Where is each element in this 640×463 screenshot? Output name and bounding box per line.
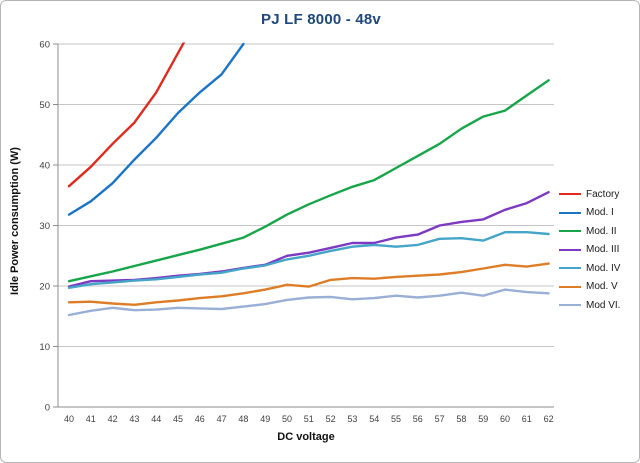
- x-tick-label: 47: [217, 414, 227, 424]
- legend-line-swatch: [559, 267, 581, 270]
- y-tick-label: 60: [39, 40, 50, 51]
- legend-line-swatch: [559, 248, 581, 251]
- y-tick-label: 50: [39, 100, 50, 111]
- x-tick-label: 45: [173, 414, 183, 424]
- x-tick-label: 51: [304, 414, 314, 424]
- legend-item-mod-v: Mod. V: [559, 278, 620, 297]
- legend-label: Mod VI.: [586, 299, 621, 311]
- x-tick-label: 54: [369, 414, 379, 424]
- legend-label: Mod. III: [586, 244, 620, 256]
- series-lines: [67, 42, 550, 317]
- legend-line-swatch: [559, 211, 581, 214]
- x-tick-label: 44: [151, 414, 161, 424]
- x-tick-label: 59: [478, 414, 488, 424]
- x-axis-title: DC voltage: [277, 431, 335, 443]
- legend-line-swatch: [559, 230, 581, 233]
- y-tick-label: 20: [39, 282, 50, 293]
- x-tick-label: 43: [129, 414, 139, 424]
- legend-item-factory: Factory: [559, 185, 620, 204]
- series-line-mod-ii: [67, 79, 550, 283]
- legend-label: Mod. IV: [586, 262, 621, 274]
- x-tick-label: 53: [347, 414, 357, 424]
- y-tick-label: 30: [39, 221, 50, 232]
- x-tick-label: 52: [326, 414, 336, 424]
- x-tick-label: 60: [500, 414, 510, 424]
- x-tick-label: 62: [544, 414, 554, 424]
- y-tick-label: 0: [45, 403, 50, 414]
- x-tick-label: 55: [391, 414, 401, 424]
- y-tick-labels: 0 10 20 30 40 50 60: [39, 40, 50, 414]
- x-tick-label: 56: [413, 414, 423, 424]
- x-tick-labels: 40 41 42 43 44 45 46 47 48 49 50 51 52 53 54 55 56 57 58 59…: [64, 414, 554, 424]
- x-tick-label: 46: [195, 414, 205, 424]
- legend-label: Mod. V: [586, 281, 618, 293]
- x-tick-label: 49: [260, 414, 270, 424]
- series-line-mod-iv: [67, 230, 550, 289]
- gridlines: [53, 43, 554, 408]
- legend: Factory Mod. I Mod. II Mod. III Mod. IV Mod. …: [559, 185, 620, 315]
- legend-line-swatch: [559, 193, 581, 196]
- legend-item-mod-iv: Mod. IV: [559, 259, 620, 278]
- x-tick-label: 57: [435, 414, 445, 424]
- x-tick-label: 50: [282, 414, 292, 424]
- chart-title: PJ LF 8000 - 48v: [261, 11, 381, 28]
- legend-line-swatch: [559, 285, 581, 288]
- legend-item-mod-i: Mod. I: [559, 204, 620, 223]
- y-tick-label: 10: [39, 342, 50, 353]
- x-tick-label: 42: [108, 414, 118, 424]
- series-line-mod-i: [67, 42, 245, 216]
- series-line-factory: [67, 42, 186, 188]
- x-tick-label: 58: [456, 414, 466, 424]
- legend-label: Mod. I: [586, 207, 614, 219]
- x-tick-label: 40: [64, 414, 74, 424]
- x-tick-label: 48: [238, 414, 248, 424]
- series-line-mod-vi: [67, 288, 550, 317]
- legend-label: Factory: [586, 188, 620, 200]
- legend-label: Mod. II: [586, 225, 617, 237]
- y-tick-label: 40: [39, 161, 50, 172]
- legend-line-swatch: [559, 304, 581, 307]
- x-tick-label: 41: [86, 414, 96, 424]
- series-line-mod-v: [67, 262, 550, 306]
- legend-item-mod-iii: Mod. III: [559, 241, 620, 260]
- legend-item-mod-ii: Mod. II: [559, 222, 620, 241]
- x-tick-label: 61: [522, 414, 532, 424]
- legend-item-mod-vi: Mod VI.: [559, 296, 620, 315]
